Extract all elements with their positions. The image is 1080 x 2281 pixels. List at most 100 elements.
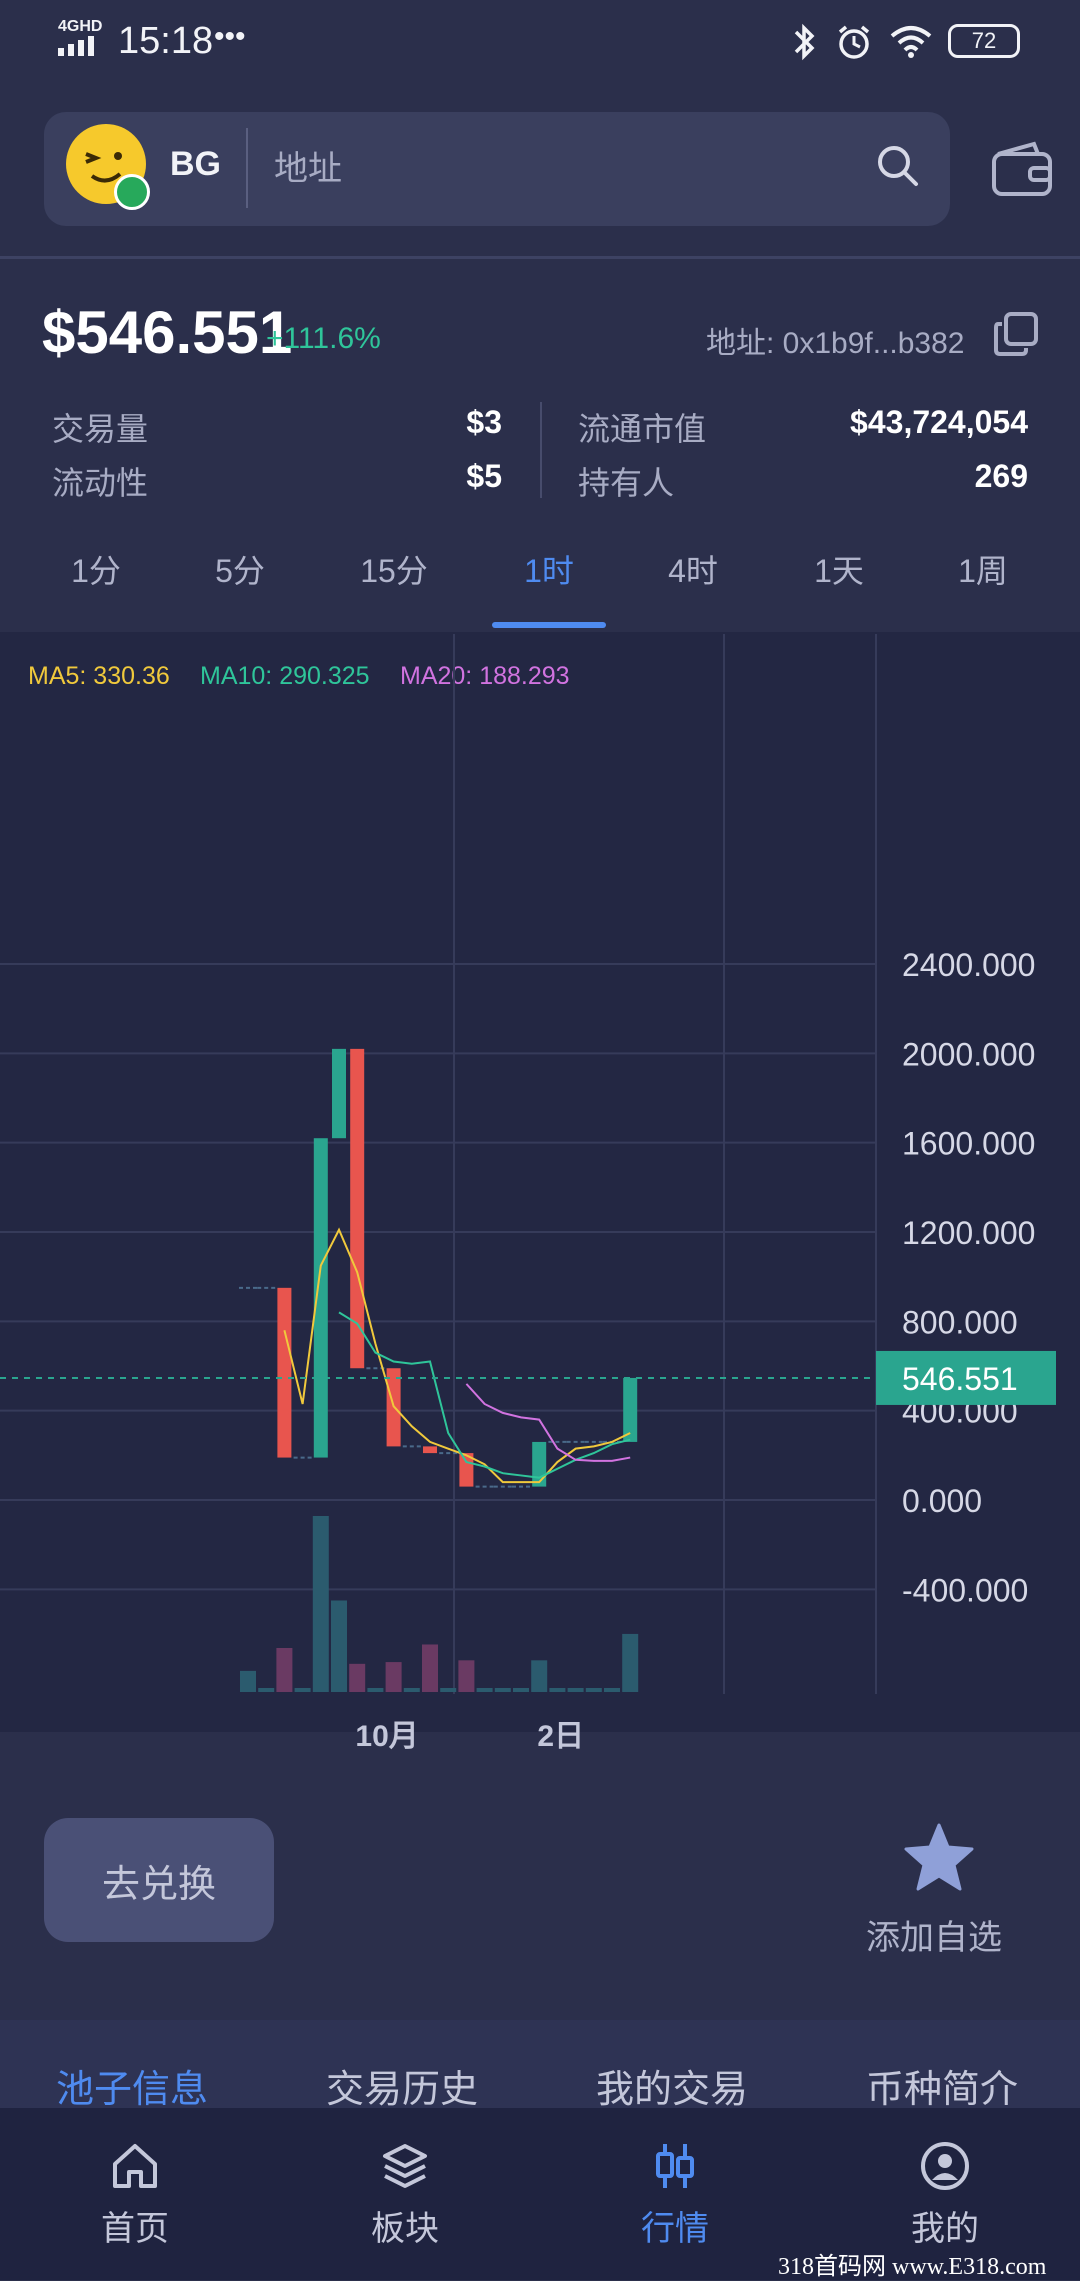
ma20-legend: MA20: 188.293 — [400, 662, 570, 690]
y-tick-label: 2000.000 — [902, 1036, 1035, 1072]
market-cap-label: 流通市值 — [578, 411, 707, 447]
nav-home[interactable]: 首页 — [55, 2140, 215, 2250]
divider — [246, 128, 248, 208]
tab-token-intro[interactable]: 币种简介 — [866, 2069, 1019, 2111]
status-time: 15:18 — [118, 20, 214, 62]
volume-bar — [385, 1662, 402, 1692]
volume-bar — [513, 1688, 529, 1692]
volume-bar — [349, 1663, 366, 1692]
price-change: +111.6% — [266, 322, 381, 355]
volume-bar — [567, 1688, 584, 1692]
signal-icon — [58, 36, 98, 56]
swap-button[interactable]: 去兑换 — [44, 1818, 274, 1942]
ma5-line — [283, 1227, 631, 1484]
nav-profile-label: 我的 — [911, 2210, 979, 2248]
chain-badge-icon — [114, 174, 150, 210]
tab-my-trades[interactable]: 我的交易 — [596, 2069, 749, 2111]
battery-icon: 72 — [948, 24, 1020, 58]
add-favorite-label[interactable]: 添加自选 — [866, 1919, 1002, 1957]
info-tabs-bar — [0, 2020, 1080, 2108]
token-avatar[interactable] — [66, 124, 150, 210]
holders-value: 269 — [974, 458, 1028, 494]
x-tick-label: 2日 — [537, 1720, 584, 1753]
last-price-tag — [876, 1350, 1056, 1405]
y-tick-label: 2400.000 — [902, 947, 1035, 983]
tab-pool-info[interactable]: 池子信息 — [56, 2069, 209, 2111]
address-search-input[interactable] — [272, 136, 836, 202]
network-indicator: 4GHD — [58, 18, 103, 35]
candlestick-chart[interactable]: 2400.0002000.0001600.0001200.000800.0004… — [0, 632, 1080, 1762]
chart-panel[interactable] — [0, 632, 1080, 1732]
current-price: $546.551 — [42, 299, 293, 366]
candle — [459, 1453, 474, 1487]
user-icon — [921, 2142, 969, 2190]
home-icon — [113, 2144, 157, 2188]
header-divider — [0, 256, 1080, 259]
nav-sectors-label: 板块 — [371, 2210, 439, 2248]
volume-bar — [422, 1644, 438, 1692]
wifi-icon — [890, 26, 932, 58]
volume-bar — [458, 1660, 475, 1692]
volume-bar — [585, 1688, 602, 1692]
volume-bar — [531, 1660, 548, 1692]
tab-1w[interactable]: 1周 — [958, 553, 1008, 589]
watermark: 318首码网 www.E318.com — [778, 2254, 1047, 2280]
tab-4h[interactable]: 4时 — [668, 553, 718, 589]
wallet-icon[interactable] — [990, 140, 1054, 198]
volume-bar — [403, 1688, 420, 1692]
bluetooth-icon — [794, 23, 815, 61]
token-symbol[interactable]: BG — [170, 145, 221, 183]
volume-bar — [549, 1688, 566, 1692]
active-tab-indicator — [492, 622, 606, 628]
search-icon[interactable] — [874, 142, 922, 190]
tab-5m[interactable]: 5分 — [215, 553, 265, 589]
ma20-line — [465, 1383, 631, 1462]
stats-divider — [540, 402, 542, 498]
y-tick-label: 1200.000 — [902, 1215, 1035, 1251]
volume-label: 交易量 — [52, 411, 149, 447]
candle — [423, 1446, 437, 1454]
volume-bar — [258, 1688, 275, 1692]
bottom-nav — [0, 2108, 1080, 2280]
holders-label: 持有人 — [578, 465, 675, 501]
volume-bar — [622, 1633, 639, 1692]
volume-bar — [476, 1688, 493, 1692]
tab-1d[interactable]: 1天 — [814, 553, 864, 589]
volume-bar — [367, 1688, 384, 1692]
volume-bar — [276, 1648, 293, 1692]
tab-15m[interactable]: 15分 — [360, 553, 428, 589]
last-price-label: 546.551 — [902, 1361, 1018, 1397]
nav-sectors[interactable]: 板块 — [325, 2140, 485, 2250]
contract-address: 地址: 0x1b9f...b382 — [706, 327, 965, 360]
tab-trade-history[interactable]: 交易历史 — [326, 2069, 479, 2111]
layers-icon — [383, 2144, 427, 2188]
star-icon[interactable] — [902, 1822, 976, 1892]
volume-value: $3 — [466, 404, 502, 440]
nav-market-label: 行情 — [641, 2210, 709, 2248]
tab-1h[interactable]: 1时 — [524, 553, 574, 589]
status-more: ••• — [214, 20, 246, 53]
volume-bar — [494, 1688, 511, 1692]
candle — [532, 1441, 547, 1487]
ma5-legend: MA5: 330.36 — [28, 662, 170, 690]
ma10-legend: MA10: 290.325 — [200, 662, 370, 690]
y-tick-label: 800.000 — [902, 1304, 1018, 1340]
nav-profile[interactable]: 我的 — [865, 2140, 1025, 2250]
volume-bar — [604, 1688, 620, 1692]
volume-bar — [294, 1688, 311, 1692]
liquidity-label: 流动性 — [52, 465, 149, 501]
nav-market[interactable]: 行情 — [595, 2140, 755, 2250]
liquidity-value: $5 — [466, 458, 502, 494]
copy-icon[interactable] — [992, 310, 1040, 358]
market-cap-value: $43,724,054 — [850, 404, 1028, 440]
candle — [623, 1377, 638, 1442]
alarm-icon — [838, 25, 870, 59]
ma10-line — [338, 1311, 631, 1479]
nav-home-label: 首页 — [101, 2210, 169, 2248]
x-tick-label: 10月 — [355, 1720, 418, 1753]
candlestick-icon — [656, 2144, 694, 2188]
volume-bar — [331, 1600, 347, 1692]
y-tick-label: -400.000 — [902, 1572, 1028, 1608]
status-bar: 4GHD 15:18 ••• 72 — [0, 0, 1080, 90]
tab-1m[interactable]: 1分 — [71, 553, 121, 589]
